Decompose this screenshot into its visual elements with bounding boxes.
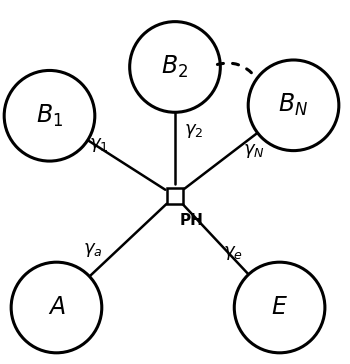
FancyBboxPatch shape: [167, 188, 183, 203]
Text: $B_N$: $B_N$: [279, 92, 309, 118]
Circle shape: [4, 71, 95, 161]
Text: $B_2$: $B_2$: [161, 54, 189, 80]
Circle shape: [130, 21, 220, 112]
Text: $E$: $E$: [271, 296, 288, 320]
Text: $\gamma_N$: $\gamma_N$: [243, 142, 264, 160]
Circle shape: [248, 60, 339, 151]
Text: $\gamma_e$: $\gamma_e$: [223, 245, 243, 262]
Text: $\gamma_a$: $\gamma_a$: [83, 241, 103, 259]
Circle shape: [11, 262, 102, 353]
Text: $B_1$: $B_1$: [36, 103, 63, 129]
Text: $\gamma_2$: $\gamma_2$: [184, 122, 204, 141]
Text: $\gamma_1$: $\gamma_1$: [89, 136, 108, 154]
Text: PH: PH: [180, 213, 204, 228]
Text: $A$: $A$: [48, 296, 65, 320]
Circle shape: [234, 262, 325, 353]
